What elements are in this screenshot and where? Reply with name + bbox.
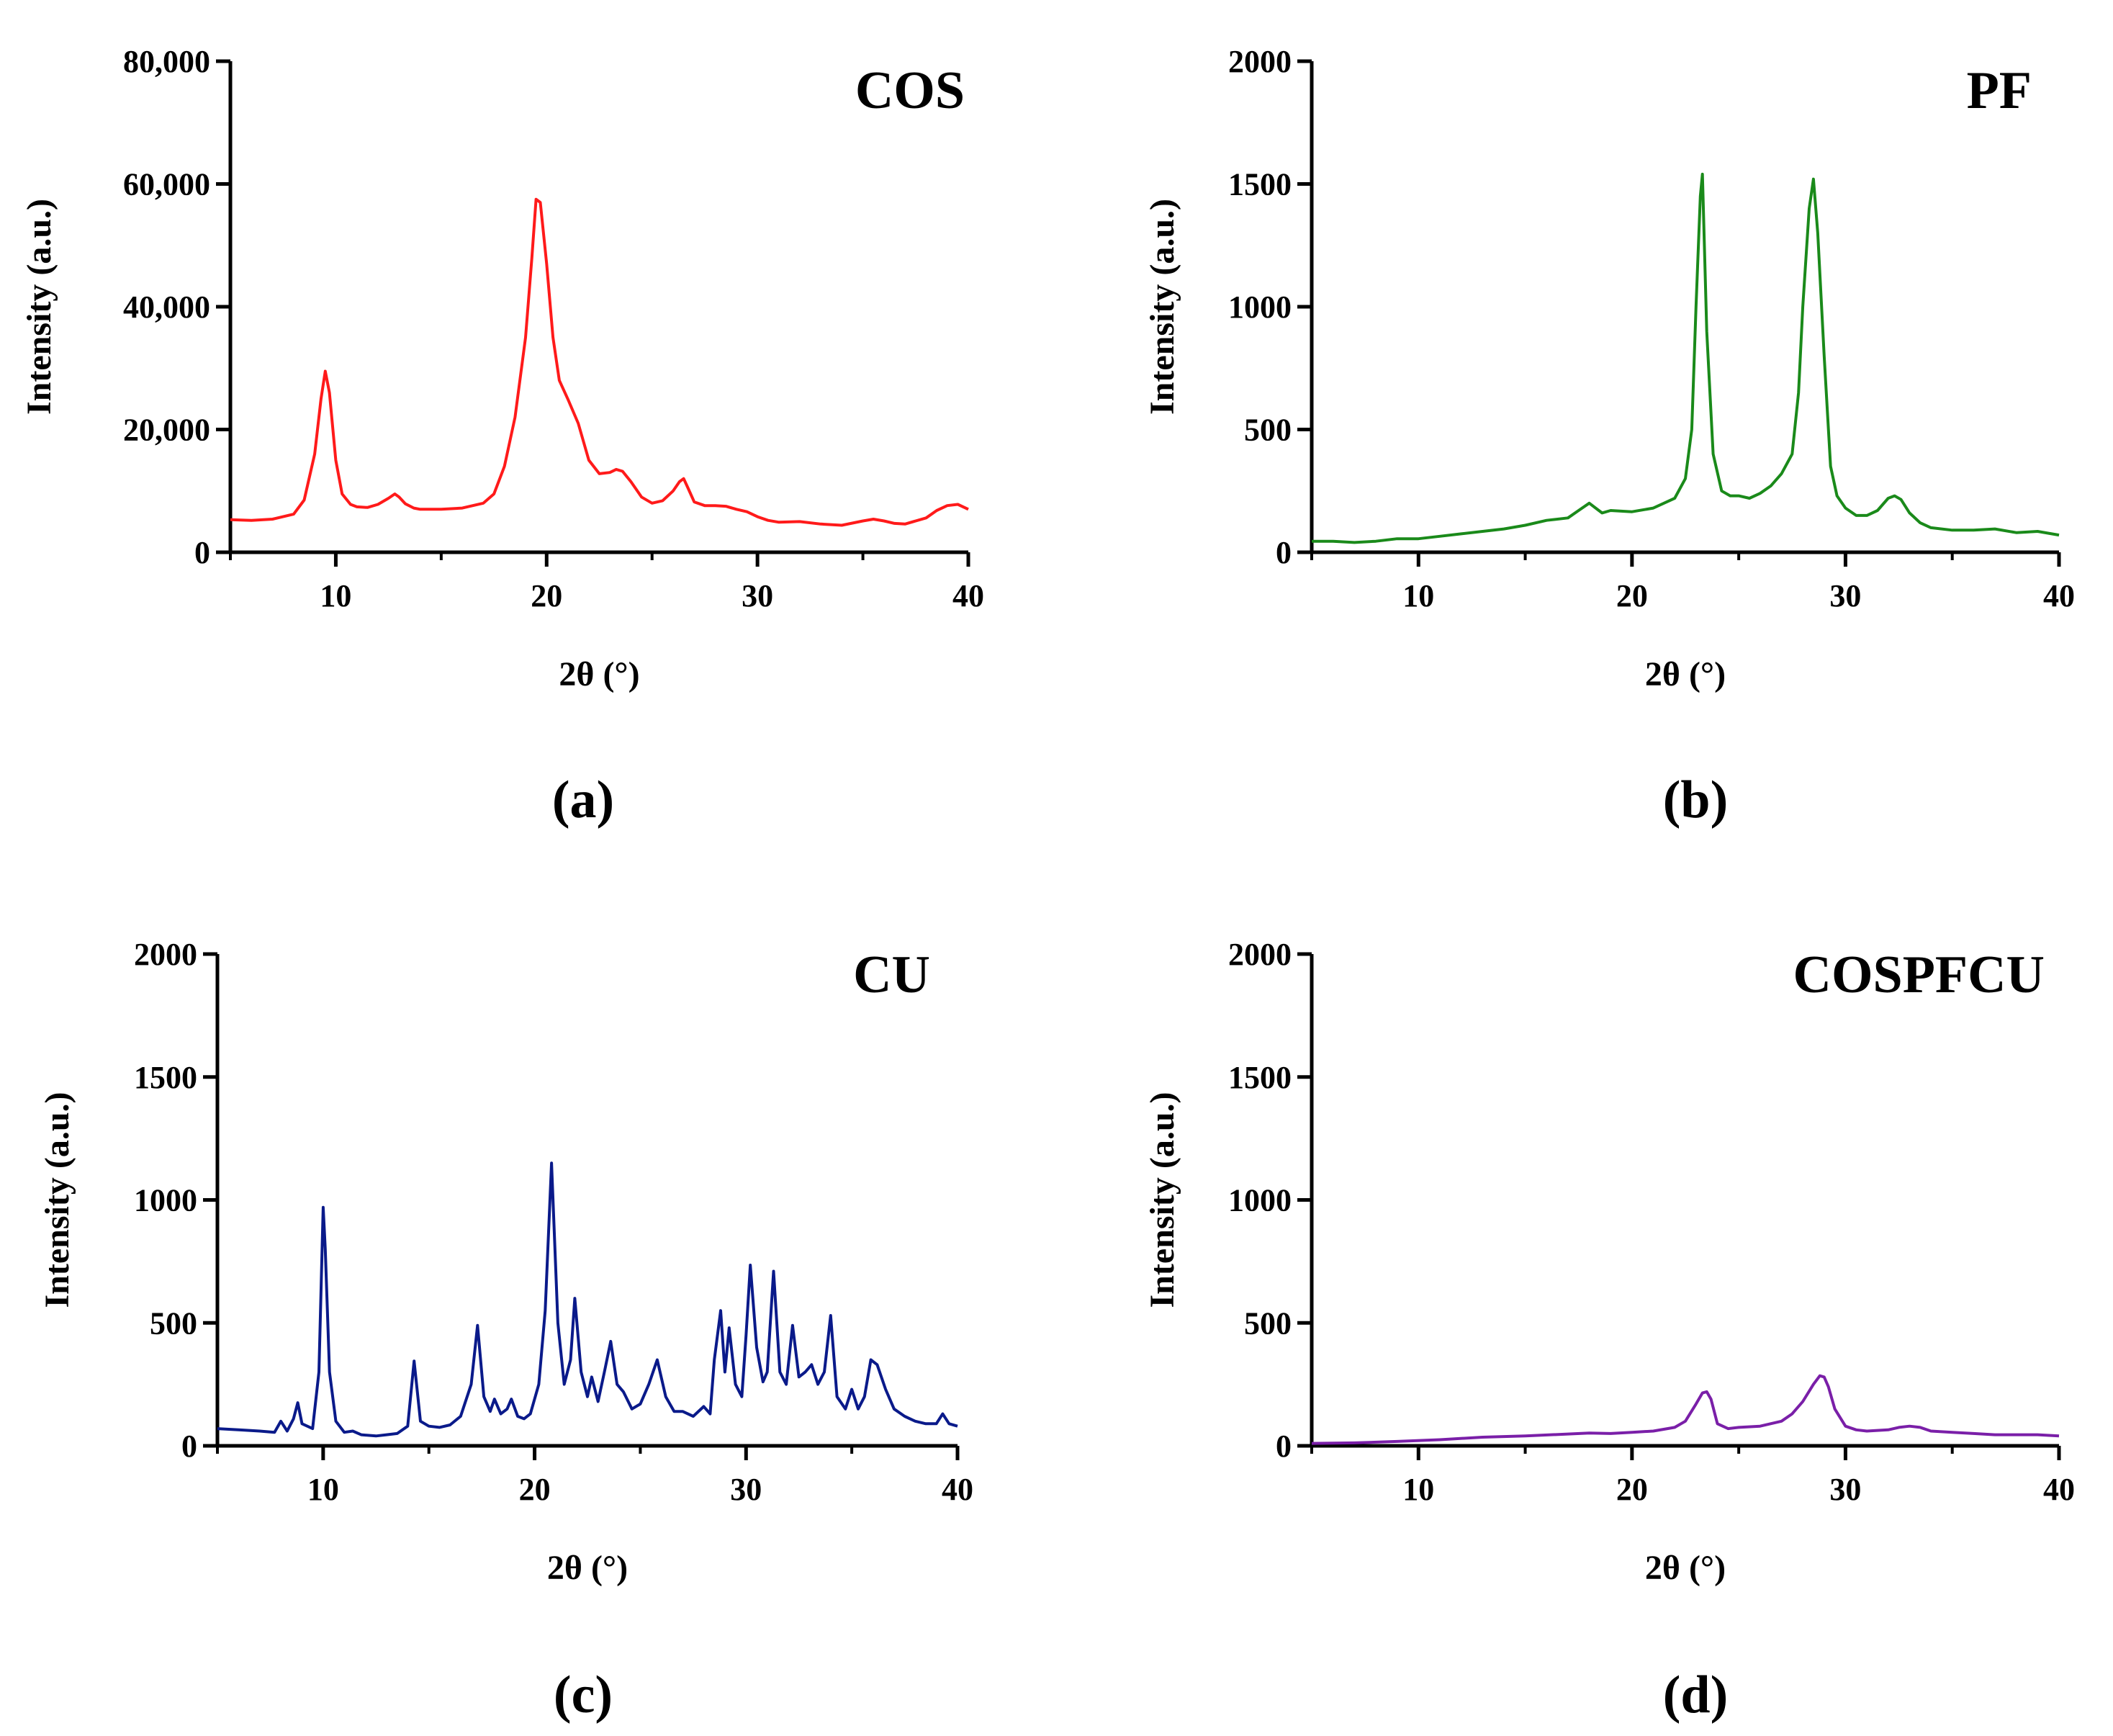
panel-title: COSPFCU xyxy=(1793,945,2045,1004)
panel-label: (a) xyxy=(552,770,614,829)
x-tick-label: 30 xyxy=(730,1472,762,1507)
y-tick-label: 1500 xyxy=(1228,167,1292,202)
x-tick-label: 20 xyxy=(531,578,562,613)
series-line-cospfcu xyxy=(1311,1374,2060,1445)
x-tick-label: 30 xyxy=(1829,1472,1861,1507)
x-tick-label: 40 xyxy=(2043,1472,2075,1507)
y-tick-label: 80,000 xyxy=(123,44,210,79)
x-axis-title: 2θ (°) xyxy=(1645,655,1726,693)
x-tick-label: 20 xyxy=(1616,578,1648,613)
x-tick-label: 20 xyxy=(519,1472,551,1507)
chart-panel-d: 0 500 1000 1500 2000 10 20 30 40 2θ (°) Intensity … xyxy=(1143,937,2075,1724)
panel-title: PF xyxy=(1967,61,2032,120)
y-tick-label: 2000 xyxy=(1228,44,1292,79)
chart-panel-c: 0 500 1000 1500 2000 10 20 30 40 2θ (°) Intensity … xyxy=(38,937,973,1724)
x-tick-label: 10 xyxy=(320,578,351,613)
series-line-pf xyxy=(1312,172,2060,544)
y-tick-label: 0 xyxy=(194,535,210,570)
panel-label: (b) xyxy=(1663,770,1728,829)
series-line-cos xyxy=(230,197,969,527)
x-tick-label: 40 xyxy=(952,578,984,613)
y-tick-label: 2000 xyxy=(1228,937,1292,972)
y-axis-title: Intensity (a.u.) xyxy=(1143,199,1181,415)
y-tick-label: 1000 xyxy=(1228,289,1292,325)
y-tick-label: 0 xyxy=(1276,1429,1292,1464)
y-tick-label: 40,000 xyxy=(123,289,210,325)
y-axis-title: Intensity (a.u.) xyxy=(38,1092,76,1308)
x-axis-title: 2θ (°) xyxy=(1645,1549,1726,1587)
y-tick-label: 0 xyxy=(181,1429,197,1464)
y-tick-label: 20,000 xyxy=(123,413,210,448)
panel-label: (d) xyxy=(1663,1665,1728,1724)
y-tick-label: 500 xyxy=(150,1305,197,1341)
y-tick-label: 60,000 xyxy=(123,167,210,202)
y-axis-title: Intensity (a.u.) xyxy=(20,199,58,415)
y-tick-label: 500 xyxy=(1244,1305,1292,1341)
panel-label: (c) xyxy=(554,1665,613,1724)
x-tick-label: 10 xyxy=(1402,1472,1434,1507)
y-axis-title: Intensity (a.u.) xyxy=(1143,1092,1181,1308)
y-tick-label: 2000 xyxy=(134,937,197,972)
y-tick-label: 0 xyxy=(1276,535,1292,570)
x-axis-title: 2θ (°) xyxy=(559,655,639,693)
x-tick-label: 30 xyxy=(1829,578,1861,613)
panel-title: COS xyxy=(855,61,965,120)
y-tick-label: 1500 xyxy=(134,1060,197,1095)
y-tick-label: 1000 xyxy=(1228,1183,1292,1218)
chart-panel-a: 0 20,000 40,000 60,000 80,000 10 20 30 40 2θ (°) I… xyxy=(20,44,984,829)
x-axis-title: 2θ (°) xyxy=(547,1549,628,1587)
x-tick-label: 40 xyxy=(942,1472,973,1507)
series-line-cu xyxy=(217,1161,958,1438)
x-tick-label: 10 xyxy=(307,1472,339,1507)
y-tick-label: 500 xyxy=(1244,413,1292,448)
x-tick-label: 40 xyxy=(2043,578,2075,613)
y-tick-label: 1000 xyxy=(134,1183,197,1218)
x-tick-label: 30 xyxy=(742,578,773,613)
x-tick-label: 20 xyxy=(1616,1472,1648,1507)
panel-title: CU xyxy=(853,945,930,1004)
chart-panel-b: 0 500 1000 1500 2000 10 20 30 40 2θ (°) Intensity … xyxy=(1143,44,2075,829)
y-tick-label: 1500 xyxy=(1228,1060,1292,1095)
x-tick-label: 10 xyxy=(1402,578,1434,613)
